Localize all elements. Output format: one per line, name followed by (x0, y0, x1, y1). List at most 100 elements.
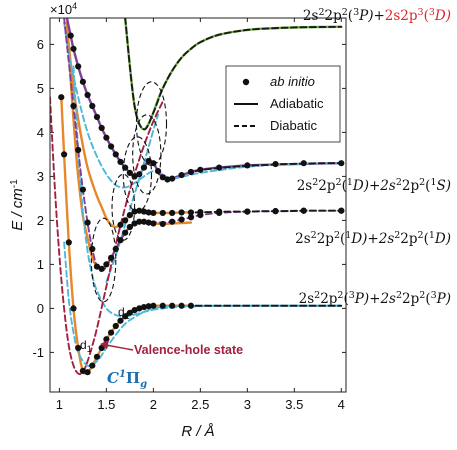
ab-initio-point (75, 63, 82, 70)
asymptote-label-part: ( (342, 178, 347, 194)
diabatic-curve (124, 18, 343, 131)
asymptote-label-part: 2p (402, 291, 419, 307)
c1pig-label: C1Πg (107, 369, 147, 390)
ab-initio-point (136, 305, 143, 312)
ab-initio-point (140, 208, 148, 215)
diabatic-curve (194, 209, 343, 214)
ab-initio-point (300, 160, 307, 167)
asymptote-label-part: 2 (312, 177, 318, 188)
crossing-circles (90, 81, 168, 303)
ab-initio-point (107, 254, 115, 261)
asymptote-label-part: ( (424, 8, 429, 24)
ab-initio-point (122, 313, 129, 320)
asymptote-label-part: 3 (429, 7, 435, 18)
ab-initio-point (150, 209, 157, 217)
x-tick-label: 3.5 (285, 397, 303, 412)
asymptote-label-part: 2 (418, 230, 424, 241)
asymptote-label-part: 2p (320, 291, 337, 307)
x-tick-label: 2.5 (191, 397, 209, 412)
asymptote-label-part: ( (424, 231, 429, 247)
asymptote-label-part: 2p (400, 231, 417, 247)
ab-initio-point (169, 302, 176, 309)
ab-initio-point (117, 237, 124, 244)
asymptote-label-part: 2s (303, 8, 319, 24)
crossing-circle (132, 114, 162, 195)
ab-initio-point (145, 303, 152, 310)
ab-initio-point (70, 305, 77, 312)
ab-initio-point (112, 151, 119, 158)
ab-initio-point (338, 207, 345, 214)
ab-initio-point (169, 175, 176, 182)
x-axis-label: R / Å (181, 423, 214, 440)
ab-initio-point (178, 209, 185, 216)
ab-initio-point (112, 322, 119, 330)
ab-initio-point (67, 32, 74, 39)
asymptote-label-part: 3 (353, 7, 359, 18)
legend: ab initio Adiabatic Diabatic (225, 65, 341, 143)
ab-initio-point (150, 302, 157, 309)
asymptote-label-part: P)+ (358, 8, 385, 24)
asymptote-labels: 2s22p2(3P)+2s2p3(3D)2s22p2(1D)+2s22p2(1S… (295, 7, 451, 307)
y-axis-label: E / cm-1 (9, 179, 26, 231)
ab-initio-point (103, 134, 110, 141)
ab-initio-point (107, 329, 115, 336)
asymptote-label-part: 3 (431, 290, 437, 301)
asymptote-label-part: 3 (349, 290, 355, 301)
ab-initio-point (216, 208, 223, 215)
y-axis-label-exponent: -1 (9, 179, 20, 188)
ab-initio-point (140, 218, 148, 225)
asymptote-label-part: 1 (429, 230, 435, 241)
ab-initio-point (244, 162, 251, 169)
ab-initio-point (154, 168, 162, 175)
ab-initio-point (159, 302, 166, 309)
ab-initio-point (136, 171, 143, 178)
asymptote-label-part: 2p (318, 178, 335, 194)
ab-initio-point (89, 362, 96, 369)
ab-initio-point (79, 78, 86, 85)
ab-initio-point (70, 45, 77, 52)
asymptote-label-part: ( (348, 8, 353, 24)
asymptote-label-part: 2 (314, 290, 320, 301)
ab-initio-point (93, 263, 101, 270)
diabatic-curve (194, 162, 343, 173)
legend-label-diabatic: Diabatic (270, 118, 317, 133)
asymptote-label-part: ( (340, 231, 345, 247)
axes-ticks (50, 18, 346, 392)
x-tick-label: 4 (338, 397, 345, 412)
ab-initio-point (150, 220, 157, 227)
legend-label-ab-initio: ab initio (270, 74, 315, 89)
ab-initio-point (98, 124, 105, 132)
x-tick-label: 1.5 (97, 397, 115, 412)
ab-initio-point (197, 208, 204, 216)
asymptote-label: 2s22p2(3P)+2s22p2(3P) (299, 290, 451, 307)
asymptote-label-part: P) (436, 291, 451, 307)
c1pig-superscript: 1 (119, 369, 126, 380)
c1pig-subscript: g (140, 379, 147, 390)
crossing-circle (122, 136, 153, 213)
asymptote-label-part: S) (436, 178, 451, 194)
y-tick-label: 2 (37, 213, 44, 228)
ab-initio-point (197, 166, 204, 173)
ab-initio-point (272, 208, 279, 215)
x-tick-labels: 1 1.5 2 2.5 3 3.5 4 (56, 397, 345, 412)
ab-initio-point (98, 344, 105, 352)
y-tick-label: 6 (37, 37, 44, 52)
ab-initio-point (98, 265, 105, 272)
ab-initio-point (84, 91, 91, 99)
ab-initio-point (65, 239, 72, 246)
y-tick-label: -1 (32, 345, 44, 360)
ab-initio-point (75, 344, 82, 352)
ab-initio-point (244, 208, 251, 215)
diabatic-curve (63, 21, 343, 189)
x-tick-label: 1 (56, 397, 63, 412)
ab-initio-point (145, 209, 152, 216)
ab-initio-point (122, 229, 129, 236)
ab-initio-point (84, 369, 91, 376)
y-tick-label: 0 (37, 301, 44, 316)
asymptote-label-part: 2 (311, 230, 317, 241)
asymptote-label-part: 2 (396, 290, 402, 301)
ab-initio-point (159, 209, 166, 217)
ab-initio-point (79, 186, 86, 193)
asymptote-label-part: 2 (394, 230, 400, 241)
ab-initio-point (159, 220, 166, 228)
